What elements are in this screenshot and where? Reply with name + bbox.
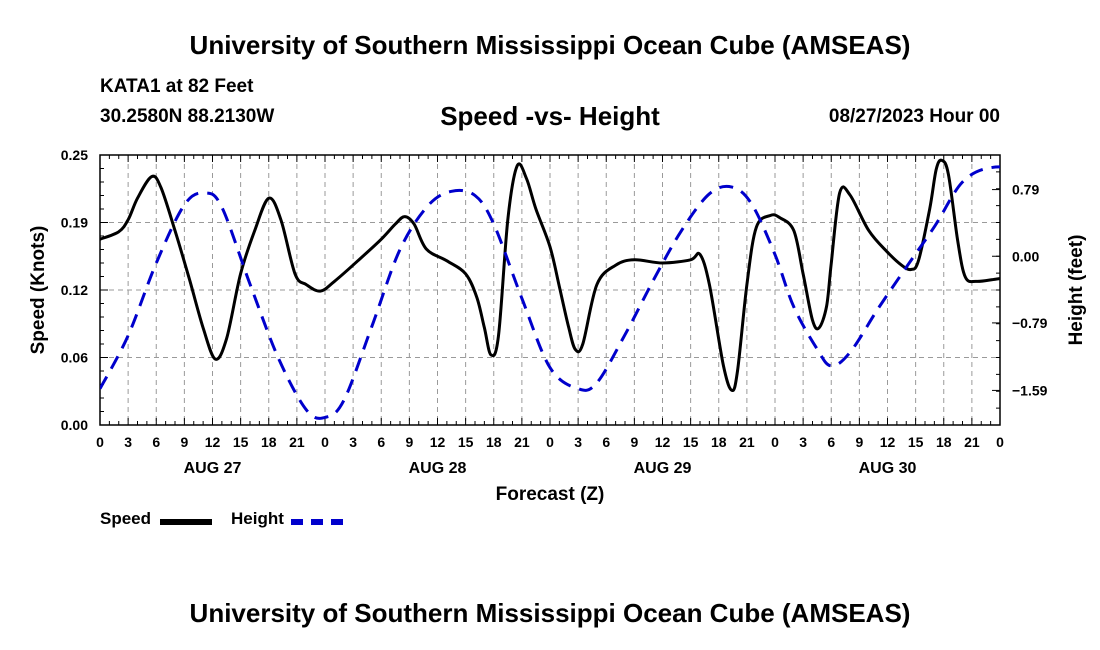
x-tick-label: 0 — [321, 434, 329, 450]
legend-height-label: Height — [231, 509, 284, 528]
x-tick-label: 12 — [205, 434, 221, 450]
x-tick-label: 15 — [908, 434, 924, 450]
main-title: University of Southern Mississippi Ocean… — [189, 30, 911, 60]
y2-tick-label: −0.79 — [1012, 315, 1048, 331]
x-tick-label: 9 — [630, 434, 638, 450]
x-tick-label: 0 — [771, 434, 779, 450]
run-time: 08/27/2023 Hour 00 — [828, 106, 1000, 127]
y-tick-label: 0.19 — [61, 215, 88, 231]
y-tick-label: 0.00 — [61, 417, 88, 433]
legend-speed-label: Speed — [100, 509, 152, 528]
x-tick-label: 3 — [574, 434, 582, 450]
legend-speed-swatch — [160, 519, 212, 525]
x-tick-label: 9 — [855, 434, 863, 450]
x-tick-label: 6 — [602, 434, 610, 450]
bottom-title: University of Southern Mississippi Ocean… — [189, 598, 911, 628]
x-tick-label: 18 — [486, 434, 502, 450]
x-tick-label: 9 — [180, 434, 188, 450]
day-label: AUG 29 — [634, 460, 692, 477]
x-tick-label: 9 — [405, 434, 413, 450]
x-tick-label: 0 — [996, 434, 1004, 450]
y2-tick-label: 0.79 — [1012, 182, 1039, 198]
x-tick-label: 6 — [152, 434, 160, 450]
y-tick-label: 0.12 — [61, 282, 88, 298]
x-tick-label: 18 — [261, 434, 277, 450]
x-tick-label: 21 — [514, 434, 530, 450]
x-tick-label: 21 — [964, 434, 980, 450]
y-tick-label: 0.06 — [61, 350, 88, 366]
y2-tick-label: −1.59 — [1012, 382, 1048, 398]
x-tick-label: 12 — [880, 434, 896, 450]
x-tick-label: 12 — [655, 434, 671, 450]
x-tick-label: 15 — [683, 434, 699, 450]
x-tick-label: 6 — [827, 434, 835, 450]
chart-subtitle: Speed -vs- Height — [440, 101, 660, 131]
x-tick-label: 15 — [233, 434, 249, 450]
x-tick-label: 21 — [739, 434, 755, 450]
x-tick-label: 18 — [711, 434, 727, 450]
station-coords: 30.2580N 88.2130W — [100, 106, 275, 127]
day-label: AUG 30 — [859, 460, 917, 477]
y2-tick-label: 0.00 — [1012, 248, 1039, 264]
station-label: KATA1 at 82 Feet — [100, 76, 254, 97]
x-tick-label: 15 — [458, 434, 474, 450]
y-axis-label: Speed (Knots) — [28, 226, 49, 355]
x-tick-label: 18 — [936, 434, 952, 450]
x-tick-label: 0 — [546, 434, 554, 450]
x-tick-label: 3 — [349, 434, 357, 450]
x-tick-label: 3 — [124, 434, 132, 450]
legend-height-swatch — [291, 519, 343, 525]
day-label: AUG 27 — [184, 460, 242, 477]
day-label: AUG 28 — [409, 460, 467, 477]
x-tick-label: 0 — [96, 434, 104, 450]
x-tick-label: 21 — [289, 434, 305, 450]
x-tick-label: 6 — [377, 434, 385, 450]
y-tick-label: 0.25 — [61, 147, 88, 163]
x-axis-label: Forecast (Z) — [496, 484, 605, 505]
series-line-speed — [100, 158, 1000, 393]
x-tick-label: 12 — [430, 434, 446, 450]
series-line-height — [100, 165, 1000, 420]
y2-axis-label: Height (feet) — [1066, 235, 1087, 346]
x-tick-label: 3 — [799, 434, 807, 450]
